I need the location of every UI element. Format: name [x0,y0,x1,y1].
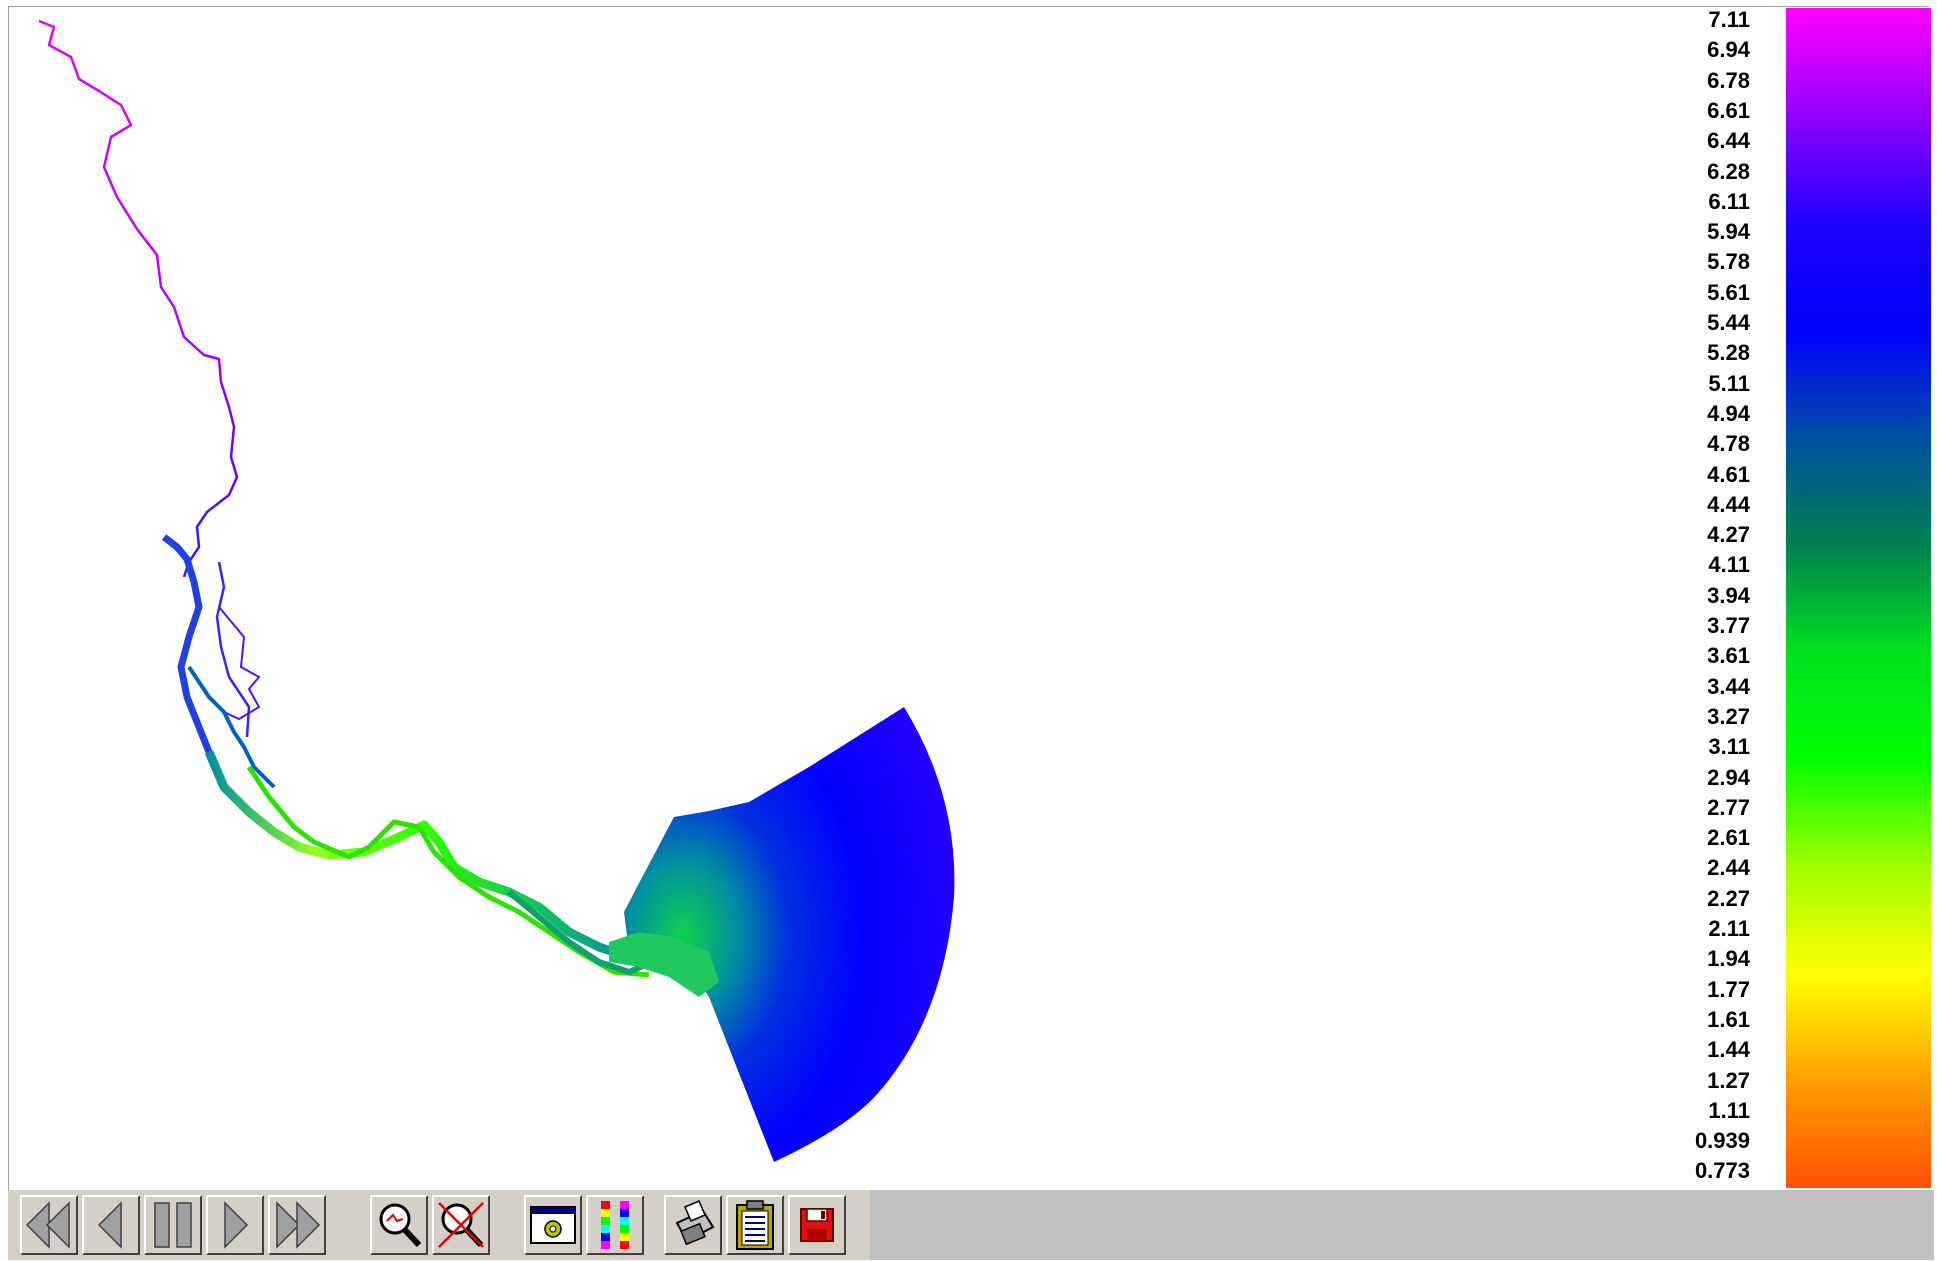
river-estuary-channel [507,889,661,976]
print-button[interactable] [664,1195,722,1255]
colorbar-label: 1.77 [1707,976,1750,1002]
zoom-button[interactable] [370,1195,428,1255]
pause-icon [154,1202,192,1248]
first-frame-button[interactable] [20,1195,78,1255]
settings-button[interactable] [524,1195,582,1255]
colorbar-label: 0.773 [1694,1158,1750,1184]
previous-frame-button[interactable] [82,1195,140,1255]
river-upper-channel [38,19,239,578]
left-arrow-icon [97,1201,122,1249]
save-button[interactable] [788,1195,846,1255]
colorbar-label: 2.61 [1707,825,1750,851]
colormap-button[interactable] [586,1195,644,1255]
river-lower-channel [204,750,631,962]
toolbar [8,1190,1934,1260]
estuary-inner-tongue [609,932,719,997]
pause-button[interactable] [144,1195,202,1255]
double-left-arrow-icon [25,1201,70,1249]
river-braid [187,665,276,789]
river-branch-left [161,534,213,754]
colorbar-label: 1.11 [1708,1097,1750,1123]
colorbar-label: 4.27 [1707,522,1750,548]
river-field-map[interactable] [9,7,1929,1191]
colorbar-label: 3.77 [1707,613,1750,638]
colorbar-label: 1.44 [1707,1037,1750,1063]
colorbar-labels: 7.11 6.94 6.78 6.61 6.44 6.28 6.11 5.94 5.78 5.61… [1660,8,1750,1188]
colorbar-label: 2.27 [1707,885,1750,911]
colorbar-gradient [1786,8,1931,1188]
color-scale-icon [601,1201,629,1249]
colorbar-label: 5.11 [1708,370,1750,396]
colorbar-label: 1.61 [1707,1006,1750,1032]
magnifier-icon [379,1203,422,1248]
colorbar-label: 6.78 [1707,67,1750,93]
colorbar-label: 6.94 [1707,37,1750,63]
last-frame-button[interactable] [268,1195,326,1255]
colorbar-label: 0.939 [1694,1128,1750,1154]
colorbar-label: 4.78 [1707,431,1750,457]
window-gear-icon [530,1206,576,1244]
colorbar-label: 3.61 [1707,643,1750,669]
colorbar-label: 5.94 [1707,219,1750,245]
floppy-disk-icon [800,1208,834,1242]
colorbar-label: 3.27 [1707,703,1750,729]
colorbar-label: 5.44 [1707,310,1750,335]
double-right-arrow-icon [276,1201,321,1249]
colorbar-label: 6.61 [1707,97,1750,123]
right-arrow-icon [224,1201,249,1249]
colorbar-label: 4.44 [1707,491,1750,517]
magnifier-cancel-icon [438,1202,484,1248]
colorbar-label: 4.11 [1708,552,1750,578]
plot-area[interactable] [8,6,1929,1191]
colorbar-label: 1.94 [1707,946,1750,972]
colorbar-label: 3.94 [1707,582,1750,608]
colorbar-label: 2.77 [1707,794,1750,820]
printer-icon [675,1200,715,1246]
river-tributary [218,606,261,721]
river-branch-right [215,561,251,738]
zoom-reset-button[interactable] [432,1195,490,1255]
river-lower-braid [246,765,650,978]
colorbar-label: 7.11 [1708,7,1750,32]
colorbar-label: 6.28 [1707,158,1750,184]
colorbar-label: 4.94 [1707,400,1750,426]
toolbar-button-strip [8,1190,870,1260]
colorbar-label: 2.11 [1708,916,1750,941]
colorbar-label: 2.44 [1707,855,1750,881]
colorbar-label: 5.61 [1707,279,1750,305]
colorbar-label: 5.28 [1707,340,1750,366]
estuary-fan[interactable] [624,707,955,1162]
colorbar-label: 5.78 [1707,249,1750,275]
next-frame-button[interactable] [206,1195,264,1255]
colorbar [1786,8,1931,1188]
colorbar-label: 6.11 [1708,188,1750,214]
clipboard-icon [736,1200,774,1250]
colorbar-label: 4.61 [1707,461,1750,487]
clipboard-button[interactable] [726,1195,784,1255]
colorbar-label: 2.94 [1707,764,1750,790]
colorbar-label: 1.27 [1707,1067,1750,1093]
colorbar-label: 6.44 [1707,128,1750,154]
colorbar-label: 3.11 [1708,734,1750,760]
colorbar-label: 3.44 [1707,673,1750,699]
